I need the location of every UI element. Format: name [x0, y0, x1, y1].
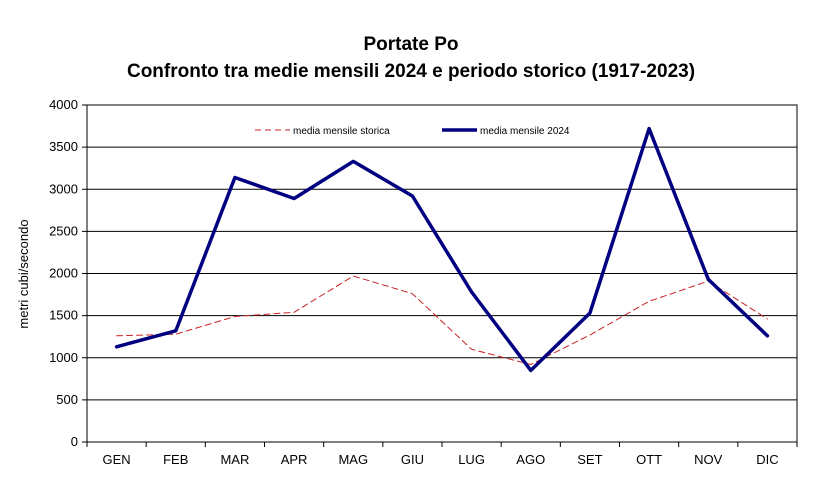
x-tick-label: MAR: [220, 452, 249, 467]
y-tick-label: 2500: [49, 223, 78, 238]
x-tick-label: GIU: [401, 452, 424, 467]
gridlines: [87, 146, 797, 401]
x-tick-label: FEB: [163, 452, 188, 467]
y-tick-label: 3000: [49, 181, 78, 196]
x-tick-label: LUG: [458, 452, 485, 467]
y-tick-label: 1000: [49, 350, 78, 365]
y-tick-label: 500: [56, 392, 78, 407]
x-tick-label: APR: [281, 452, 308, 467]
x-tick-label: MAG: [338, 452, 368, 467]
x-tick-label: OTT: [636, 452, 662, 467]
legend-label-2024: media mensile 2024: [480, 126, 570, 137]
series-line-2024: [114, 126, 770, 373]
y-tick-label: 2000: [49, 266, 78, 281]
y-axis-ticks: 0 500 1000 1500 2000 2500 3000 3500 4000: [49, 97, 87, 449]
y-axis-label: metri cubi/secondo: [16, 219, 31, 328]
series-line-storica: [116, 275, 768, 365]
chart-title: Portate Po: [363, 34, 458, 55]
y-tick-label: 3500: [49, 139, 78, 154]
x-tick-label: DIC: [756, 452, 778, 467]
x-tick-label: NOV: [694, 452, 723, 467]
legend: media mensile storica media mensile 2024: [255, 126, 570, 137]
y-tick-label: 1500: [49, 308, 78, 323]
x-tick-label: GEN: [102, 452, 130, 467]
x-axis-ticks: GEN FEB MAR APR MAG GIU LUG AGO SET OTT NOV DIC: [86, 442, 798, 467]
x-tick-label: SET: [577, 452, 602, 467]
chart-subtitle: Confronto tra medie mensili 2024 e perio…: [127, 61, 695, 82]
x-tick-label: AGO: [516, 452, 545, 467]
y-tick-label: 0: [71, 434, 78, 449]
series-group: [114, 126, 770, 373]
y-tick-label: 4000: [49, 97, 78, 112]
legend-label-storica: media mensile storica: [293, 126, 390, 137]
